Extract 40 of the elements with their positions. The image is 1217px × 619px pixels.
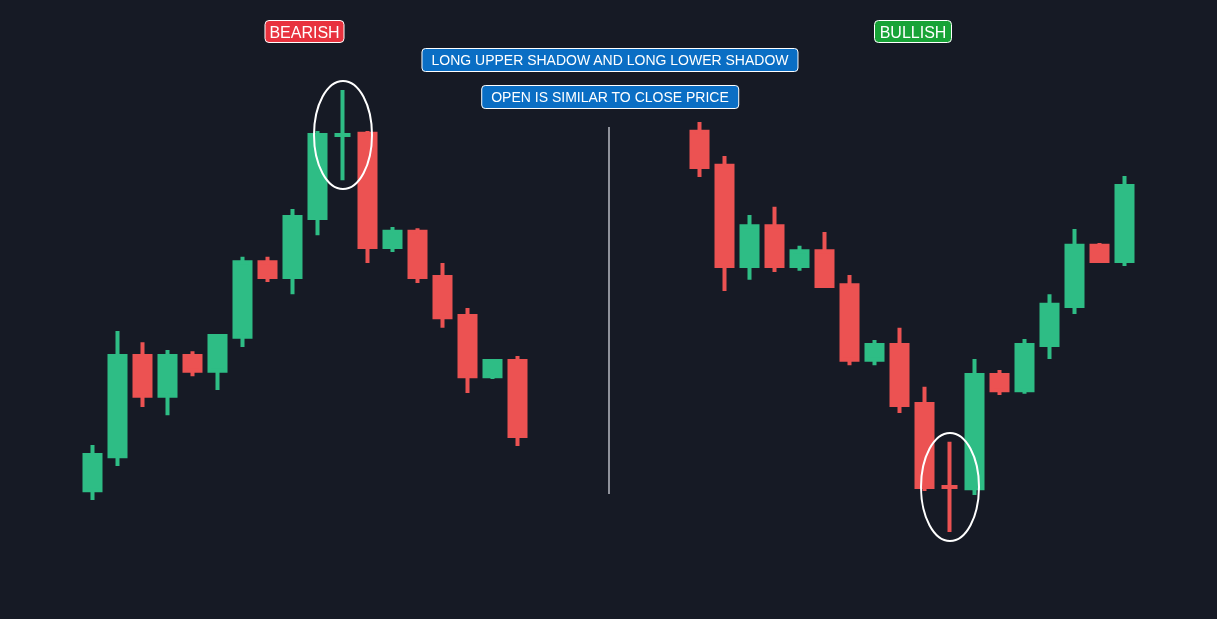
candlestick bbox=[739, 215, 760, 280]
candlestick bbox=[257, 256, 278, 282]
candlestick bbox=[1064, 229, 1085, 314]
candlestick bbox=[282, 208, 303, 295]
candlestick bbox=[1114, 176, 1135, 266]
candlestick bbox=[307, 131, 328, 236]
candlestick bbox=[914, 386, 935, 491]
candlestick bbox=[1089, 242, 1110, 264]
chart-title: BEARISH bbox=[269, 23, 340, 41]
candlestick bbox=[382, 226, 403, 252]
candlestick bbox=[1014, 338, 1035, 394]
candlestick bbox=[789, 245, 810, 271]
candlestick bbox=[482, 358, 503, 380]
candlestick bbox=[157, 349, 178, 416]
candlestick bbox=[182, 351, 203, 377]
candlestick bbox=[332, 90, 353, 181]
candlestick bbox=[432, 263, 453, 328]
candlestick bbox=[1039, 294, 1060, 359]
candlestick bbox=[82, 445, 103, 500]
candlestick bbox=[207, 334, 228, 391]
candlestick bbox=[964, 358, 985, 496]
candlestick bbox=[989, 370, 1010, 396]
text: LONG UPPER SHADOW AND LONG LOWER SHADOW bbox=[421, 48, 799, 72]
candlestick bbox=[764, 206, 785, 273]
candlestick bbox=[457, 308, 478, 393]
annotation: OPEN IS SIMILAR TO CLOSE PRICE bbox=[481, 85, 739, 109]
candlestick bbox=[714, 156, 735, 291]
candlestick bbox=[407, 228, 428, 284]
candlestick bbox=[814, 231, 835, 288]
candlestick bbox=[357, 131, 378, 264]
candlestick bbox=[689, 122, 710, 177]
chart-title: BULLISH bbox=[879, 23, 947, 41]
candlestick bbox=[939, 441, 960, 532]
candlestick bbox=[507, 356, 528, 446]
candlestick bbox=[889, 327, 910, 414]
candlestick bbox=[839, 274, 860, 366]
candlestick bbox=[232, 256, 253, 348]
candlestick bbox=[107, 331, 128, 466]
candlestick bbox=[132, 342, 153, 407]
candlestick bbox=[864, 340, 885, 366]
